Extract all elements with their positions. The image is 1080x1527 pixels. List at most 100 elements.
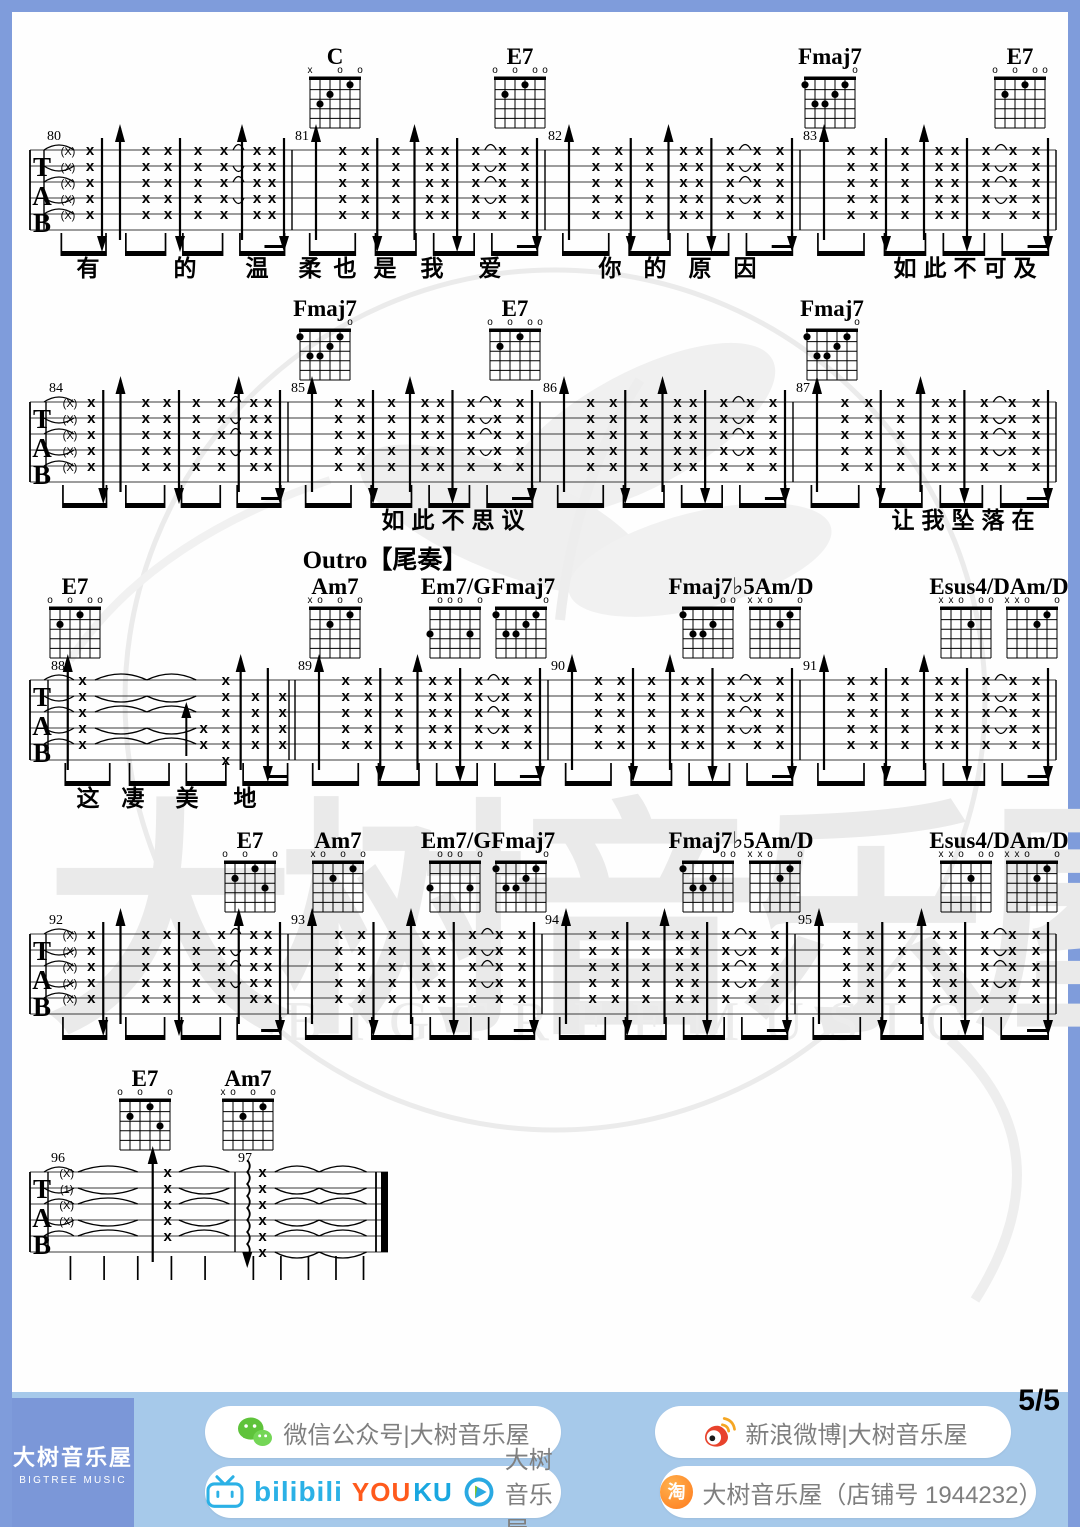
svg-text:Esus4/DAm/D: Esus4/DAm/D	[929, 574, 1068, 599]
svg-text:(X): (X)	[61, 146, 76, 158]
svg-text:x: x	[194, 174, 203, 191]
svg-text:x: x	[142, 410, 151, 427]
svg-text:x: x	[901, 174, 910, 191]
svg-text:x: x	[951, 720, 960, 737]
svg-text:x: x	[220, 206, 229, 223]
svg-text:x: x	[467, 458, 476, 475]
svg-text:x: x	[673, 458, 682, 475]
svg-text:x: x	[1032, 394, 1041, 411]
svg-text:o: o	[67, 595, 73, 606]
svg-text:x: x	[776, 720, 785, 737]
svg-text:x: x	[421, 410, 430, 427]
svg-text:x: x	[727, 736, 736, 753]
svg-text:x: x	[847, 736, 856, 753]
svg-text:o: o	[542, 65, 548, 76]
svg-text:x: x	[422, 942, 431, 959]
bilibili-youku-pill[interactable]: bilibili YOU KU 大树音乐屋	[205, 1447, 561, 1527]
svg-text:x: x	[982, 206, 991, 223]
svg-text:o: o	[988, 849, 994, 860]
svg-text:x: x	[980, 394, 989, 411]
svg-text:x: x	[896, 394, 905, 411]
svg-text:x: x	[841, 426, 850, 443]
svg-text:x: x	[932, 942, 941, 959]
svg-text:如: 如	[894, 255, 917, 281]
svg-text:x: x	[609, 410, 618, 427]
svg-text:x: x	[217, 442, 226, 459]
svg-text:x: x	[438, 974, 447, 991]
svg-text:Fmaj7: Fmaj7	[800, 296, 864, 321]
svg-text:x: x	[388, 926, 397, 943]
svg-text:x: x	[472, 174, 481, 191]
svg-text:x: x	[901, 158, 910, 175]
svg-text:x: x	[87, 410, 96, 427]
taobao-shop-pill[interactable]: 淘 大树音乐屋（店铺号 1944232）	[660, 1466, 1042, 1518]
svg-text:x: x	[901, 704, 910, 721]
svg-text:x: x	[594, 688, 603, 705]
svg-text:x: x	[647, 736, 656, 753]
svg-text:x: x	[771, 974, 780, 991]
svg-text:x: x	[847, 190, 856, 207]
svg-text:x: x	[251, 736, 260, 753]
svg-text:x: x	[253, 174, 262, 191]
svg-text:x: x	[617, 720, 626, 737]
svg-text:x: x	[753, 142, 762, 159]
svg-text:x: x	[194, 142, 203, 159]
svg-text:你: 你	[598, 255, 622, 281]
svg-text:x: x	[932, 974, 941, 991]
svg-text:x: x	[949, 849, 954, 860]
svg-text:x: x	[753, 174, 762, 191]
svg-text:x: x	[87, 426, 96, 443]
svg-text:x: x	[1032, 158, 1041, 175]
svg-text:x: x	[776, 688, 785, 705]
svg-text:不: 不	[954, 255, 977, 281]
svg-text:x: x	[949, 974, 958, 991]
svg-text:x: x	[264, 926, 273, 943]
svg-text:x: x	[586, 442, 595, 459]
svg-text:x: x	[866, 974, 875, 991]
svg-text:x: x	[194, 206, 203, 223]
svg-text:x: x	[981, 958, 990, 975]
svg-text:(X): (X)	[63, 994, 78, 1006]
svg-text:(X): (X)	[61, 210, 76, 222]
svg-text:x: x	[935, 190, 944, 207]
svg-text:x: x	[164, 174, 173, 191]
svg-text:x: x	[438, 990, 447, 1007]
svg-text:x: x	[642, 974, 651, 991]
svg-text:x: x	[951, 158, 960, 175]
svg-text:x: x	[847, 158, 856, 175]
svg-text:x: x	[609, 426, 618, 443]
svg-text:x: x	[78, 736, 87, 753]
svg-text:x: x	[727, 720, 736, 737]
svg-text:x: x	[308, 65, 313, 76]
svg-text:o: o	[347, 317, 353, 328]
svg-text:可: 可	[984, 255, 1007, 281]
svg-text:x: x	[1008, 942, 1017, 959]
wechat-link-pill[interactable]: 微信公众号|大树音乐屋	[205, 1406, 561, 1458]
svg-text:Em7/GFmaj7: Em7/GFmaj7	[421, 574, 555, 599]
svg-text:x: x	[194, 190, 203, 207]
svg-text:x: x	[338, 142, 347, 159]
svg-text:x: x	[609, 394, 618, 411]
svg-text:x: x	[727, 672, 736, 689]
svg-text:o: o	[1054, 849, 1060, 860]
svg-text:A: A	[32, 1203, 52, 1233]
svg-text:x: x	[726, 142, 735, 159]
svg-text:o: o	[958, 849, 964, 860]
svg-text:x: x	[87, 926, 96, 943]
svg-text:x: x	[422, 990, 431, 1007]
svg-text:x: x	[163, 990, 172, 1007]
svg-text:x: x	[78, 672, 87, 689]
svg-text:x: x	[753, 158, 762, 175]
svg-text:x: x	[422, 974, 431, 991]
svg-text:x: x	[341, 688, 350, 705]
svg-text:(1): (1)	[60, 1184, 73, 1196]
svg-text:x: x	[264, 974, 273, 991]
svg-text:x: x	[518, 942, 527, 959]
svg-text:x: x	[421, 442, 430, 459]
logo-title: 大树音乐屋	[12, 1444, 133, 1470]
svg-text:x: x	[495, 958, 504, 975]
svg-text:x: x	[645, 142, 654, 159]
svg-text:o: o	[47, 595, 53, 606]
weibo-link-pill[interactable]: 新浪微博|大树音乐屋	[655, 1406, 1011, 1458]
svg-text:x: x	[727, 704, 736, 721]
